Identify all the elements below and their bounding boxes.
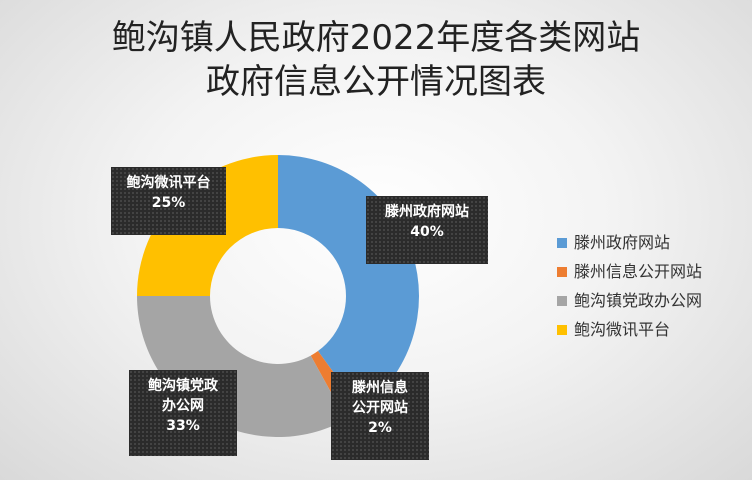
data-label-tengzhou-info-site: 滕州信息公开网站 2% <box>331 372 429 460</box>
chart-title-line-1: 鲍沟镇人民政府2022年度各类网站 <box>111 18 641 58</box>
legend-swatch <box>557 237 567 248</box>
legend-item-tengzhou-info-site: 滕州信息公开网站 <box>557 257 742 286</box>
chart-title-line-2: 政府信息公开情况图表 <box>206 62 546 102</box>
data-label-name: 鲍沟微讯平台 <box>126 175 211 191</box>
legend-label: 鲍沟微讯平台 <box>574 320 671 339</box>
data-label-name: 鲍沟镇党政 <box>148 378 218 394</box>
data-label-value: 2% <box>368 420 392 436</box>
legend: 滕州政府网站滕州信息公开网站 鲍沟镇党政办公网 鲍沟微讯平台 <box>557 228 742 344</box>
legend-item-baogou-wechat-platform: 鲍沟微讯平台 <box>557 315 742 344</box>
data-label-name: 滕州政府网站 <box>385 204 469 220</box>
legend-swatch <box>557 324 567 335</box>
data-label-baogou-wechat-platform: 鲍沟微讯平台 25% <box>111 167 226 235</box>
data-label-baogou-party-office-site: 鲍沟镇党政办公网 33% <box>129 370 237 456</box>
legend-item-baogou-party-office-site: 鲍沟镇党政办公网 <box>557 286 742 315</box>
legend-swatch <box>557 266 567 277</box>
legend-label: 鲍沟镇党政办公网 <box>574 291 703 310</box>
data-label-name: 公开网站 <box>352 400 408 416</box>
chart-title: 鲍沟镇人民政府2022年度各类网站 政府信息公开情况图表 <box>0 16 752 104</box>
legend-swatch <box>557 295 567 306</box>
data-label-tengzhou-gov-site: 滕州政府网站 40% <box>366 196 488 264</box>
legend-item-tengzhou-gov-site: 滕州政府网站 <box>557 228 742 257</box>
data-label-name: 滕州信息 <box>352 380 408 396</box>
legend-label: 滕州信息公开网站 <box>574 262 703 281</box>
data-label-value: 33% <box>166 418 200 434</box>
data-label-name: 办公网 <box>162 398 204 414</box>
legend-label: 滕州政府网站 <box>574 233 671 252</box>
data-label-value: 40% <box>410 224 444 240</box>
data-label-value: 25% <box>151 195 186 211</box>
